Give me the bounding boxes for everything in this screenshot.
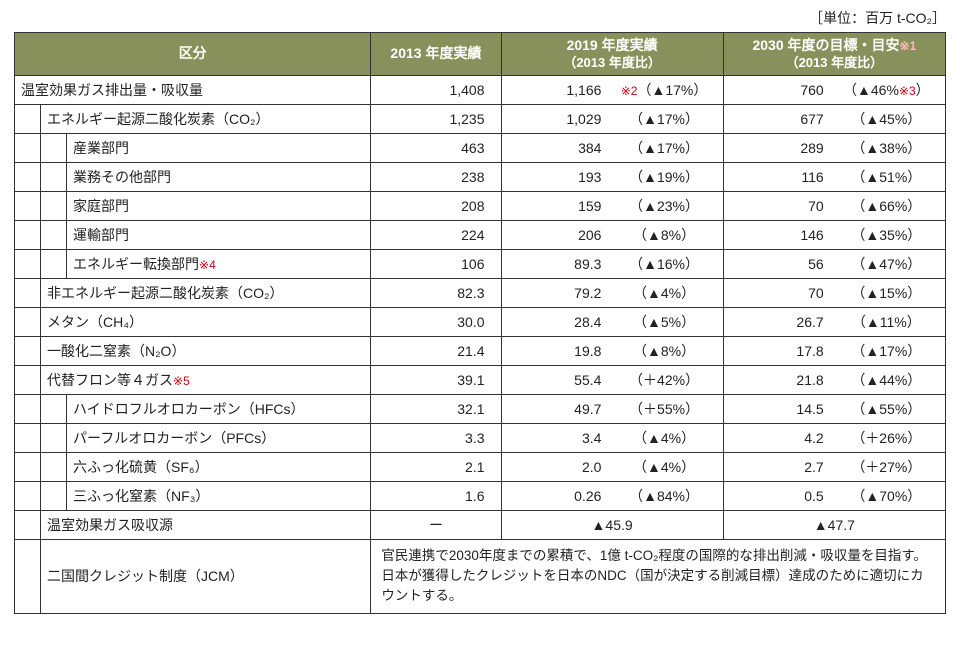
table-row: 温室効果ガス排出量・吸収量1,4081,166※2（▲17%）760（▲46%※… [15, 75, 946, 104]
emissions-table: 区分 2013 年度実績 2019 年度実績 （2013 年度比） 2030 年… [14, 32, 946, 614]
table-row: ハイドロフルオロカーボン（HFCs）32.149.7（＋55%）14.5（▲55… [15, 394, 946, 423]
th-2013: 2013 年度実績 [371, 33, 501, 76]
table-row: エネルギー起源二酸化炭素（CO₂）1,2351,029（▲17%）677（▲45… [15, 104, 946, 133]
table-body: 温室効果ガス排出量・吸収量1,4081,166※2（▲17%）760（▲46%※… [15, 75, 946, 613]
table-row: 温室効果ガス吸収源ー▲45.9▲47.7 [15, 510, 946, 539]
table-row: エネルギー転換部門※410689.3（▲16%）56（▲47%） [15, 249, 946, 278]
table-row: 家庭部門208159（▲23%）70（▲66%） [15, 191, 946, 220]
table-row: 非エネルギー起源二酸化炭素（CO₂）82.379.2（▲4%）70（▲15%） [15, 278, 946, 307]
table-row: 運輸部門224206（▲8%）146（▲35%） [15, 220, 946, 249]
th-2030: 2030 年度の目標・目安※1 （2013 年度比） [723, 33, 945, 76]
table-row: 業務その他部門238193（▲19%）116（▲51%） [15, 162, 946, 191]
table-row: パーフルオロカーボン（PFCs）3.33.4（▲4%）4.2（＋26%） [15, 423, 946, 452]
table-row: 産業部門463384（▲17%）289（▲38%） [15, 133, 946, 162]
table-wrapper: ［単位：百万 t-CO₂］ 区分 2013 年度実績 2019 年度実績 （20… [0, 0, 960, 628]
table-row: 六ふっ化硫黄（SF₆）2.12.0（▲4%）2.7（＋27%） [15, 452, 946, 481]
table-row: 三ふっ化窒素（NF₃）1.60.26（▲84%）0.5（▲70%） [15, 481, 946, 510]
table-row: 代替フロン等４ガス※539.155.4（＋42%）21.8（▲44%） [15, 365, 946, 394]
table-row: 二国間クレジット制度（JCM）官民連携で2030年度までの累積で、1億 t-CO… [15, 539, 946, 613]
table-row: 一酸化二窒素（N₂O）21.419.8（▲8%）17.8（▲17%） [15, 336, 946, 365]
unit-label: ［単位：百万 t-CO₂］ [14, 8, 946, 32]
th-category: 区分 [15, 33, 371, 76]
th-2019: 2019 年度実績 （2013 年度比） [501, 33, 723, 76]
table-row: メタン（CH₄）30.028.4（▲5%）26.7（▲11%） [15, 307, 946, 336]
